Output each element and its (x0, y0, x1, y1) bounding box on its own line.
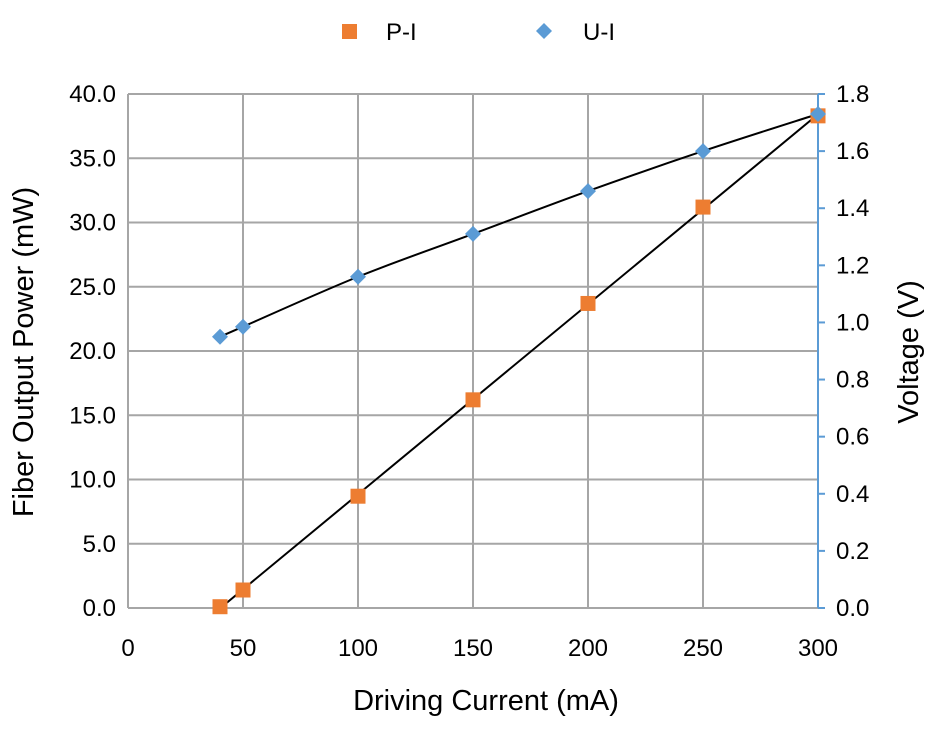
x-tick-label: 300 (798, 635, 838, 662)
y-tick-label: 20.0 (69, 338, 116, 365)
x-tick-label: 0 (121, 635, 134, 662)
x-tick-label: 150 (453, 635, 493, 662)
legend-marker-p-i (342, 24, 357, 39)
y2-tick-label: 1.0 (836, 309, 869, 336)
y2-tick-label: 0.8 (836, 367, 869, 394)
y2-tick-label: 1.8 (836, 81, 869, 108)
data-point-u-i (350, 268, 366, 285)
x-tick-label: 250 (683, 635, 723, 662)
data-point-p-i (212, 599, 228, 615)
y2-tick-label: 1.4 (836, 195, 869, 222)
y2-tick-label: 1.6 (836, 138, 869, 165)
y-tick-label: 0.0 (83, 595, 116, 622)
y2-tick-label: 0.4 (836, 481, 869, 508)
y-tick-label: 35.0 (69, 145, 116, 172)
y-axis-title: Fiber Output Power (mW) (8, 187, 40, 517)
data-point-p-i (580, 295, 596, 311)
legend-label-u-i: U-I (583, 19, 615, 46)
y2-tick-label: 0.6 (836, 424, 869, 451)
data-point-u-i (212, 328, 228, 345)
data-point-u-i (810, 105, 826, 122)
trendline-u-i (219, 113, 819, 338)
data-point-u-i (580, 183, 596, 200)
y2-tick-label: 0.2 (836, 538, 869, 565)
y-tick-label: 10.0 (69, 467, 116, 494)
data-point-p-i (350, 488, 366, 504)
y2-tick-label: 0.0 (836, 595, 869, 622)
legend-label-p-i: P-I (386, 19, 417, 46)
data-point-p-i (695, 199, 711, 215)
y-tick-label: 5.0 (83, 531, 116, 558)
axes (817, 93, 825, 609)
x-axis-title: Driving Current (mA) (353, 685, 619, 717)
data-point-u-i (695, 143, 711, 160)
trendlines (219, 113, 819, 610)
data-point-p-i (235, 582, 251, 598)
y-tick-label: 40.0 (69, 81, 116, 108)
x-tick-label: 100 (338, 635, 378, 662)
x-tick-label: 200 (568, 635, 608, 662)
y-tick-label: 15.0 (69, 402, 116, 429)
legend: P-I U-I (342, 19, 615, 46)
tick-labels: 0.0 5.0 10.0 15.0 20.0 25.0 30.0 35.0 40.0 0 50 100… (69, 81, 869, 662)
data-points (212, 105, 826, 615)
y-tick-label: 25.0 (69, 274, 116, 301)
data-point-u-i (465, 225, 481, 242)
grid-lines (127, 93, 819, 609)
legend-marker-u-i (536, 23, 552, 39)
x-tick-label: 50 (230, 635, 257, 662)
y2-tick-label: 1.2 (836, 252, 869, 279)
data-point-u-i (235, 318, 251, 335)
trendline-p-i (219, 113, 819, 610)
y2-axis-title: Voltage (V) (893, 280, 925, 423)
data-point-p-i (465, 392, 481, 408)
y-tick-label: 30.0 (69, 210, 116, 237)
